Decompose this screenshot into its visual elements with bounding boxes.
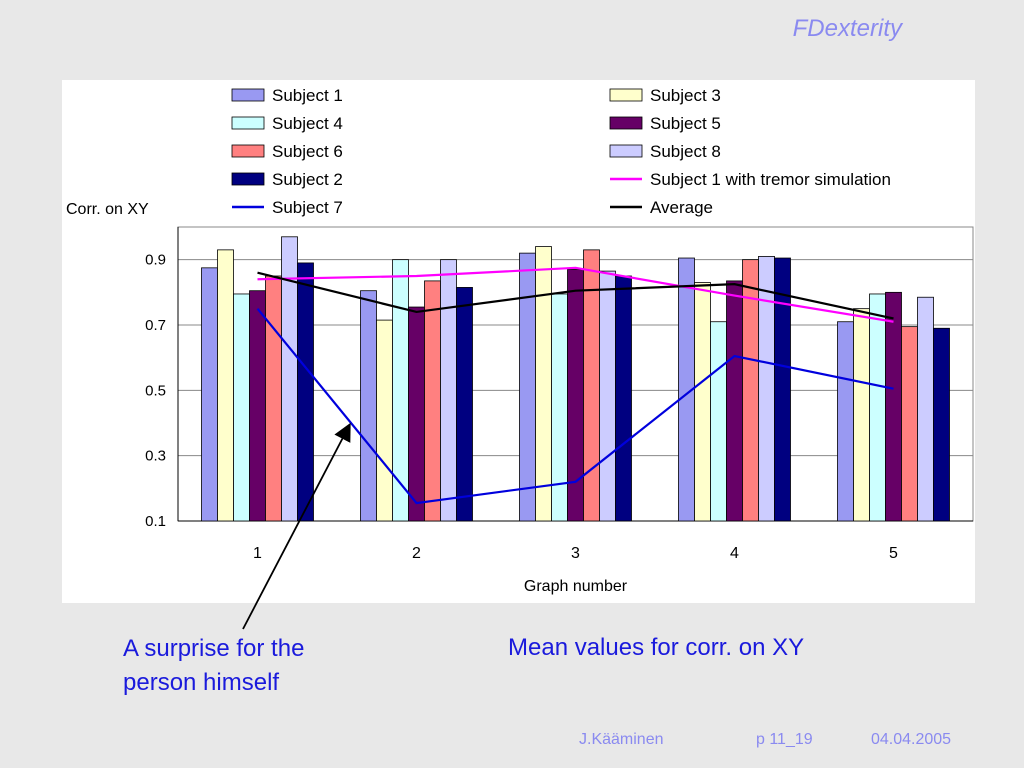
bar	[869, 293, 886, 522]
chart-svg: 0.1 0.3 0.5 0.7 0.9 1 2 3 4 5 Graph number Corr. on…	[66, 86, 974, 595]
y-tick-label: 0.1	[145, 513, 166, 530]
bar	[519, 252, 536, 522]
legend-swatch	[609, 88, 643, 102]
footer-date: 04.04.2005	[871, 731, 952, 748]
legend-label: Subject 5	[650, 114, 721, 133]
x-tick-label: 3	[571, 545, 580, 562]
bar	[774, 257, 791, 522]
slide-title: FDexterity	[792, 15, 902, 42]
legend-label: Subject 4	[272, 114, 343, 133]
bar	[837, 321, 854, 522]
y-tick-label: 0.7	[145, 317, 166, 334]
legend-label: Subject 8	[650, 142, 721, 161]
bar	[233, 293, 250, 522]
caption-surprise-line2: person himself	[123, 669, 280, 696]
bar	[408, 306, 425, 522]
caption-surprise: A surprise for the person himself	[123, 632, 363, 700]
bar	[551, 293, 568, 522]
x-tick-label: 4	[730, 545, 739, 562]
bar	[376, 319, 393, 522]
series-line	[257, 266, 894, 323]
bar	[885, 291, 902, 522]
bar	[901, 326, 918, 522]
legend-label: Subject 1	[272, 86, 343, 105]
bar	[249, 290, 266, 522]
legend-label: Subject 2	[272, 170, 343, 189]
y-axis-label: Corr. on XY	[66, 201, 149, 218]
legend-label: Subject 7	[272, 198, 343, 217]
y-tick-label: 0.9	[145, 252, 166, 269]
legend-label: Average	[650, 198, 713, 217]
bar	[360, 290, 377, 522]
legend-swatch	[609, 116, 643, 130]
bar	[615, 275, 632, 522]
bar	[265, 275, 282, 522]
bar	[424, 280, 441, 522]
legend-label: Subject 3	[650, 86, 721, 105]
bar	[297, 262, 314, 522]
bar	[599, 270, 616, 522]
x-axis-label: Graph number	[524, 578, 628, 595]
bar	[726, 280, 743, 522]
bar	[917, 296, 934, 522]
caption-surprise-line1: A surprise for the	[123, 635, 305, 662]
bar	[201, 267, 218, 522]
legend-swatch	[231, 116, 265, 130]
legend-swatch	[231, 172, 265, 186]
legend-swatch	[231, 144, 265, 158]
caption-mean-values: Mean values for corr. on XY	[508, 634, 805, 661]
series-line	[256, 307, 894, 505]
bar	[710, 321, 727, 522]
x-tick-label: 5	[889, 545, 898, 562]
legend-swatch	[609, 144, 643, 158]
y-tick-label: 0.3	[145, 448, 166, 465]
chart-panel: 0.1 0.3 0.5 0.7 0.9 1 2 3 4 5 Graph number Corr. on…	[62, 80, 975, 603]
y-tick-label: 0.5	[145, 382, 166, 399]
footer-page-number: p 11_19	[756, 731, 813, 748]
legend-label: Subject 6	[272, 142, 343, 161]
bar	[853, 308, 870, 522]
bar	[694, 282, 711, 522]
bar	[933, 327, 950, 522]
footer-author: J.Kääminen	[579, 731, 664, 748]
bar	[456, 287, 473, 522]
legend-label: Subject 1 with tremor simulation	[650, 170, 891, 189]
series-line	[257, 271, 894, 320]
bar	[217, 249, 234, 522]
x-tick-label: 2	[412, 545, 421, 562]
x-tick-label: 1	[253, 545, 262, 562]
legend-swatch	[231, 88, 265, 102]
bar	[440, 259, 457, 522]
bar	[758, 255, 775, 522]
bar	[535, 246, 552, 522]
